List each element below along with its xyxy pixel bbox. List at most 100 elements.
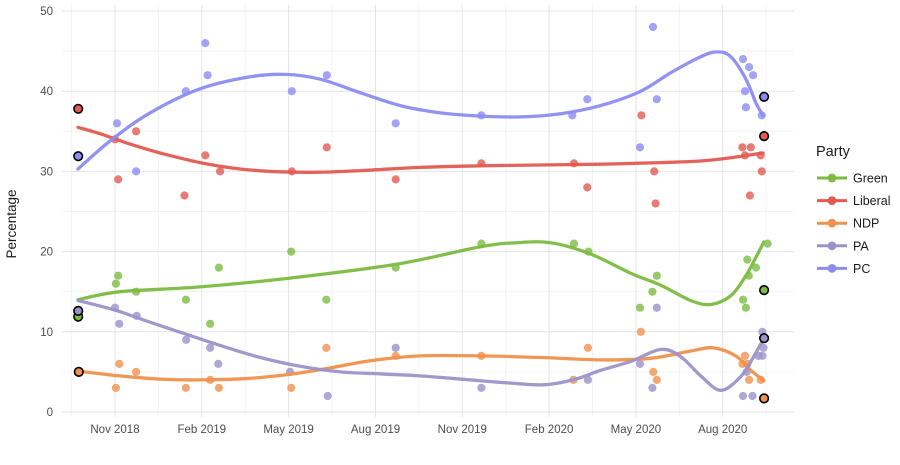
green-poll-points [111,239,772,328]
green-election-results [73,285,770,322]
liberal-election-results [73,103,770,142]
legend-key-dot-pc [827,264,837,273]
pc-poll-point [648,22,658,32]
legend-item-pc: PC [817,262,870,276]
ndp-election-result-point [73,366,84,378]
pc-poll-point [738,55,748,64]
liberal-poll-point [650,167,659,176]
ndp-poll-point [115,359,124,368]
y-axis: 0 10 20 30 40 50 Percentage [4,6,53,419]
legend-key-dot-liberal [827,196,837,206]
pc-poll-point [287,87,296,96]
pc-poll-point [391,119,400,128]
green-poll-point [287,247,296,256]
pa-poll-point [648,383,657,392]
legend-label-pa: PA [853,239,869,253]
liberal-poll-point [114,175,123,184]
ndp-poll-point [132,367,141,376]
pc-poll-point [741,103,751,112]
green-poll-point [738,295,748,304]
ndp-poll-point [652,375,661,384]
pc-poll-point [583,95,592,104]
ndp-poll-point [583,343,593,352]
x-tick-label: May 2020 [611,424,662,436]
pc-poll-point [740,87,750,96]
ndp-trend-curve [76,345,766,383]
pc-poll-point [203,71,212,80]
ndp-poll-point [745,375,754,384]
ndp-election-results [73,366,770,404]
y-axis-title: Percentage [4,189,19,258]
pa-poll-point [583,375,593,384]
y-tick-label: 20 [40,247,53,259]
pa-poll-point [652,303,661,312]
green-poll-point [763,239,772,248]
x-tick-label: Feb 2020 [525,424,574,436]
pa-poll-point [323,391,332,401]
liberal-poll-point [583,183,592,192]
liberal-poll-point [391,175,400,184]
pc-election-results [73,91,770,162]
pa-poll-point [115,319,124,328]
y-tick-label: 50 [40,6,53,18]
grid-minor [62,5,794,417]
pc-election-result-point [758,91,770,102]
legend-label-ndp: NDP [853,217,879,231]
pa-poll-point [758,351,767,360]
green-trend-curve [76,240,766,307]
pc-poll-point [112,119,122,128]
legend-key-dot-pa [827,241,837,251]
ndp-poll-point [181,383,190,392]
green-poll-point [206,319,215,328]
green-election-result-point [758,285,770,296]
legend-label-pc: PC [853,262,870,276]
legend-item-liberal: Liberal [817,194,891,208]
green-poll-point [214,263,223,272]
ndp-poll-points [111,327,765,392]
green-poll-point [741,303,751,312]
liberal-poll-point [746,143,755,152]
green-poll-point [648,287,657,296]
liberal-poll-point [637,111,646,120]
liberal-poll-points [110,111,766,208]
liberal-poll-point [757,167,766,176]
liberal-poll-point [216,167,225,176]
green-poll-point [181,295,190,304]
legend-label-green: Green [853,172,888,186]
liberal-poll-point [745,191,755,200]
ndp-poll-point [649,367,658,376]
pa-election-result-point [758,333,770,344]
pc-poll-point [635,143,645,152]
pc-poll-point [652,95,661,104]
liberal-trend-curve [76,125,765,174]
green-poll-point [111,279,120,288]
pa-poll-point [748,391,757,401]
green-poll-point [322,295,331,304]
pc-poll-point [749,71,758,80]
ndp-poll-point [740,351,750,360]
legend-title: Party [816,144,851,160]
y-tick-label: 40 [40,86,53,98]
pa-poll-point [206,343,215,352]
legend-key-dot-green [827,173,837,183]
pc-poll-point [745,63,754,72]
green-poll-point [114,271,123,280]
legend-item-pa: PA [817,239,869,253]
liberal-election-result-point [73,103,84,114]
legend-item-ndp: NDP [817,217,879,231]
x-tick-label: Nov 2018 [90,424,139,436]
pa-poll-point [391,343,400,352]
pa-trend-curve [76,298,765,392]
green-poll-point [743,255,752,264]
ndp-poll-point [636,327,645,336]
pc-poll-point [132,167,141,176]
pc-poll-point [322,71,331,80]
liberal-poll-point [132,127,141,136]
pc-trend-curve [76,50,765,171]
x-axis: Nov 2018 Feb 2019 May 2019 Aug 2019 Nov 2019… [90,424,747,436]
pa-poll-point [477,383,486,392]
x-tick-label: Aug 2019 [351,424,400,436]
x-tick-label: Feb 2019 [177,424,226,436]
